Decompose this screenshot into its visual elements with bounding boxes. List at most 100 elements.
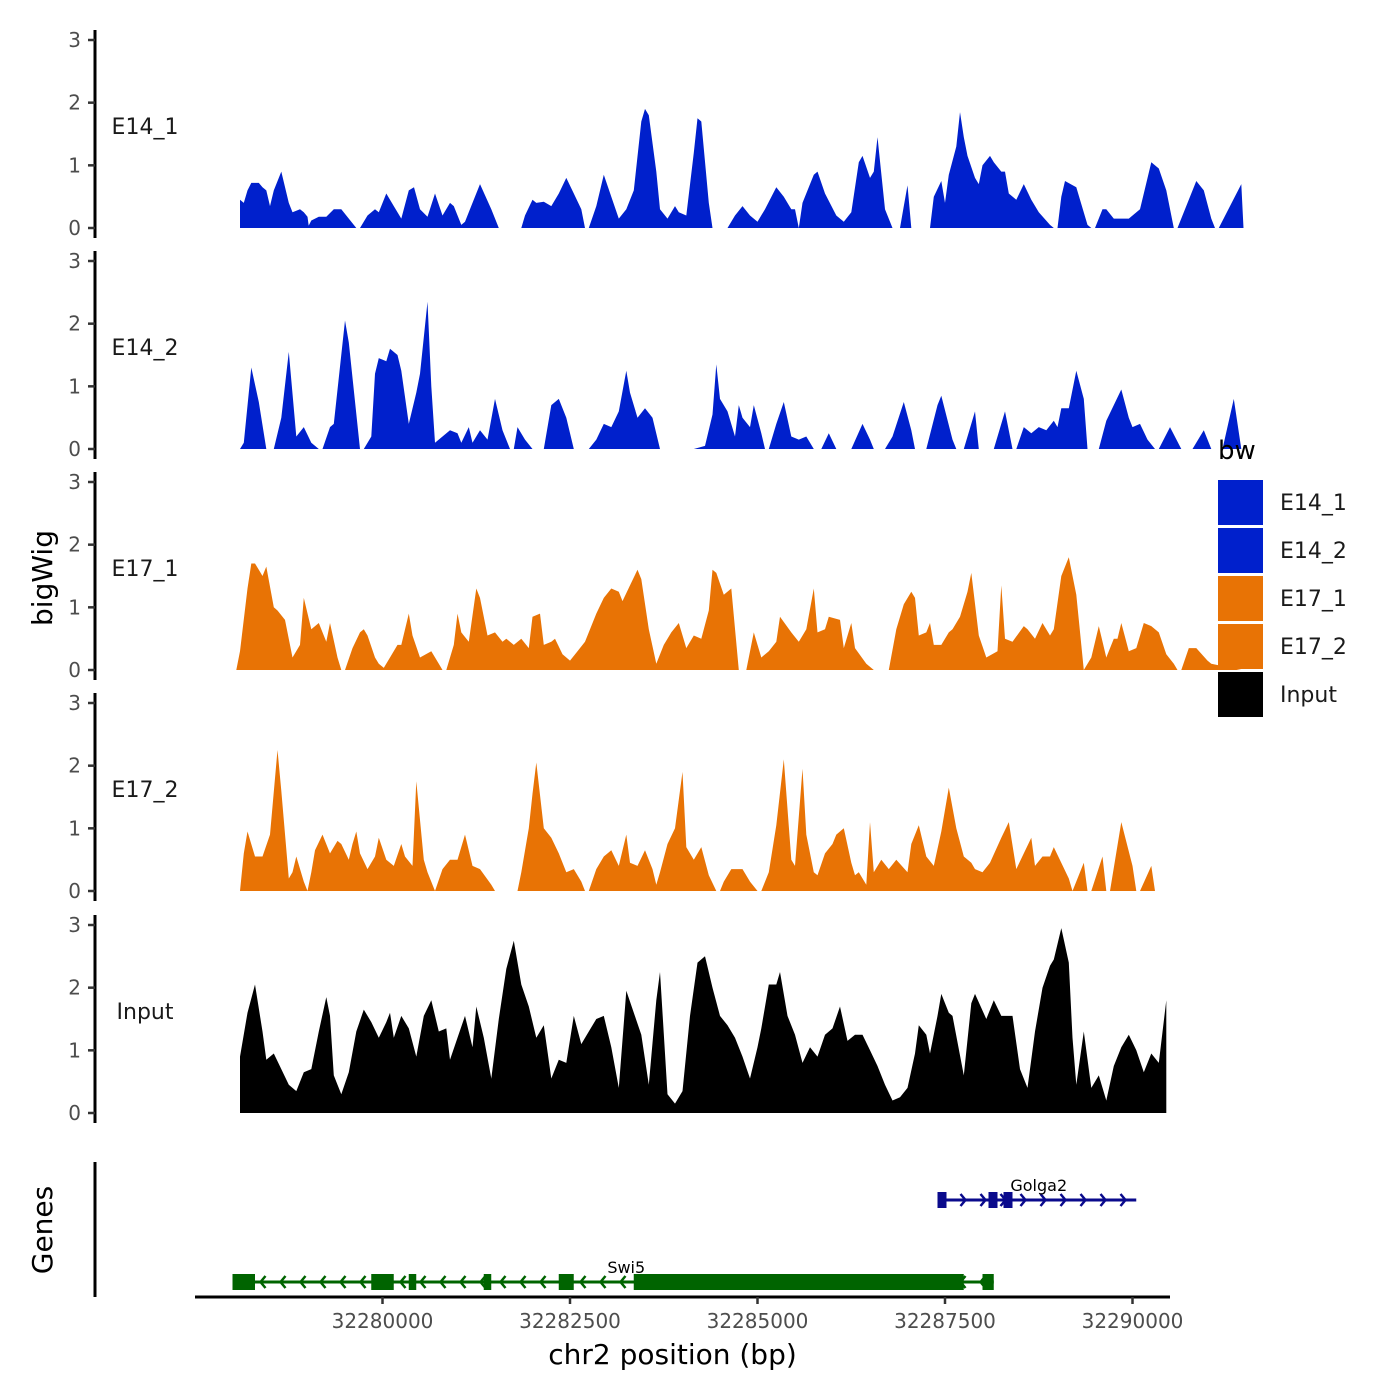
exon [558, 1274, 574, 1290]
signal-area-E14_2 [240, 301, 1242, 449]
legend-swatch [1218, 624, 1263, 669]
strand-arrow [1079, 1193, 1088, 1207]
legend-item-E14_2: E14_2 [1218, 528, 1347, 573]
track-E17_2: 0 1 2 3 E17_2 [68, 691, 1155, 903]
strand-arrow [358, 1275, 367, 1289]
strand-arrow [278, 1275, 287, 1289]
y-tick-label: 0 [68, 216, 81, 240]
y-axis-title-genes: Genes [26, 1186, 59, 1274]
x-tick-label: 32290000 [1082, 1309, 1184, 1333]
strand-arrow [498, 1275, 507, 1289]
legend-label: E17_1 [1280, 587, 1347, 612]
legend-label: Input [1280, 683, 1337, 708]
y-tick-label: 1 [68, 816, 81, 840]
y-tick-label: 2 [68, 533, 81, 557]
y-tick-label: 3 [68, 691, 81, 715]
legend-swatch [1218, 528, 1263, 573]
exon [982, 1274, 994, 1290]
gene-Swi5: Swi5 [232, 1258, 994, 1290]
legend-label: E14_2 [1280, 539, 1347, 564]
track-Input: 0 1 2 3 Input [68, 913, 1167, 1125]
y-axis-title-bigwig: bigWig [26, 530, 59, 626]
legend-swatch [1218, 576, 1263, 621]
exon [1003, 1192, 1013, 1208]
strand-arrow [458, 1275, 467, 1289]
signal-tracks: 0 1 2 3 E14_1 0 1 2 3 E14_2 0 1 2 3 E17_1 0 1 2 3 E17_2 0 1 2 3… [68, 28, 1244, 1125]
track-E14_2: 0 1 2 3 E14_2 [68, 249, 1242, 461]
y-tick-label: 3 [68, 470, 81, 494]
legend-title: bw [1218, 436, 1256, 466]
legend: bw E14_1 E14_2 E17_1 E17_2 Input [1218, 436, 1347, 717]
strand-arrow [959, 1193, 968, 1207]
track-E17_1: 0 1 2 3 E17_1 [68, 470, 1242, 682]
signal-area-E17_2 [240, 750, 1155, 891]
strand-arrow [398, 1275, 407, 1289]
track-label: E14_1 [112, 115, 179, 140]
track-label: E14_2 [112, 336, 179, 361]
strand-arrow [618, 1275, 627, 1289]
gene-track: Golga2 Swi5 [93, 1162, 1137, 1297]
y-tick-label: 1 [68, 374, 81, 398]
strand-arrow [578, 1275, 587, 1289]
strand-arrow [1039, 1193, 1048, 1207]
y-tick-label: 2 [68, 312, 81, 336]
signal-area-E14_1 [240, 108, 1244, 228]
strand-arrow [1119, 1193, 1128, 1207]
legend-swatch [1218, 672, 1263, 717]
y-tick-label: 2 [68, 91, 81, 115]
strand-arrow [518, 1275, 527, 1289]
y-tick-label: 0 [68, 879, 81, 903]
exon [371, 1274, 394, 1290]
signal-area-E17_1 [236, 557, 1242, 670]
strand-arrow [338, 1275, 347, 1289]
legend-swatch [1218, 480, 1263, 525]
y-tick-label: 3 [68, 28, 81, 52]
gene-label: Swi5 [607, 1258, 645, 1277]
y-tick-label: 2 [68, 754, 81, 778]
gene-label: Golga2 [1010, 1176, 1067, 1195]
legend-item-E17_1: E17_1 [1218, 576, 1347, 621]
x-tick-label: 32282500 [519, 1309, 621, 1333]
track-label: Input [117, 1000, 174, 1025]
legend-item-E14_1: E14_1 [1218, 480, 1347, 525]
exon [232, 1274, 255, 1290]
strand-arrow [438, 1275, 447, 1289]
exon [483, 1274, 492, 1290]
exon [408, 1274, 417, 1290]
exon [633, 1274, 964, 1290]
signal-area-Input [240, 928, 1167, 1113]
legend-item-E17_2: E17_2 [1218, 624, 1347, 669]
track-label: E17_1 [112, 557, 179, 582]
y-tick-label: 2 [68, 976, 81, 1000]
legend-label: E14_1 [1280, 491, 1347, 516]
x-axis: 32280000 32282500 32285000 32287500 32290000 [195, 1295, 1184, 1333]
x-tick-label: 32287500 [894, 1309, 996, 1333]
strand-arrow [418, 1275, 427, 1289]
track-label: E17_2 [112, 778, 179, 803]
strand-arrow [538, 1275, 547, 1289]
strand-arrow [1099, 1193, 1108, 1207]
y-tick-label: 1 [68, 1038, 81, 1062]
exon [988, 1192, 998, 1208]
strand-arrow [1019, 1193, 1028, 1207]
y-tick-label: 3 [68, 913, 81, 937]
strand-arrow [258, 1275, 267, 1289]
y-tick-label: 1 [68, 595, 81, 619]
y-tick-label: 0 [68, 1101, 81, 1125]
gene-Golga2: Golga2 [937, 1176, 1137, 1208]
y-tick-label: 1 [68, 153, 81, 177]
x-axis-title: chr2 position (bp) [548, 1338, 797, 1371]
strand-arrow [598, 1275, 607, 1289]
strand-arrow [298, 1275, 307, 1289]
strand-arrow [318, 1275, 327, 1289]
legend-label: E17_2 [1280, 635, 1347, 660]
strand-arrow [979, 1193, 988, 1207]
track-E14_1: 0 1 2 3 E14_1 [68, 28, 1244, 240]
y-tick-label: 0 [68, 658, 81, 682]
y-tick-label: 0 [68, 437, 81, 461]
exon [937, 1192, 947, 1208]
strand-arrow [1059, 1193, 1068, 1207]
y-tick-label: 3 [68, 249, 81, 273]
legend-item-Input: Input [1218, 672, 1337, 717]
